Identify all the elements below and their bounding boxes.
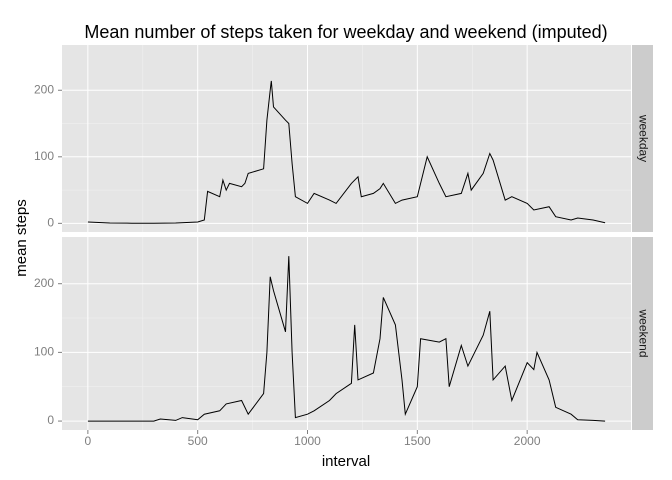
strip bbox=[632, 237, 653, 430]
y-tick-label: 100 bbox=[34, 149, 54, 163]
x-axis-label: interval bbox=[322, 453, 370, 470]
y-axis-label: mean steps bbox=[13, 199, 30, 277]
y-tick-label: 0 bbox=[47, 216, 54, 230]
x-tick-label: 0 bbox=[85, 434, 92, 448]
x-tick-label: 1500 bbox=[404, 434, 431, 448]
x-tick-label: 500 bbox=[188, 434, 208, 448]
y-tick-label: 200 bbox=[34, 82, 54, 96]
y-tick-label: 200 bbox=[34, 276, 54, 290]
panel-background bbox=[62, 45, 631, 232]
y-tick-label: 100 bbox=[34, 345, 54, 359]
data-line bbox=[87, 80, 606, 224]
chart-title: Mean number of steps taken for weekday a… bbox=[84, 22, 607, 42]
panel-background bbox=[62, 237, 631, 430]
strip-label: weekday bbox=[636, 114, 650, 162]
strip-label: weekend bbox=[636, 308, 650, 357]
strip bbox=[632, 45, 653, 232]
x-tick-label: 1000 bbox=[294, 434, 321, 448]
data-line bbox=[87, 256, 606, 422]
y-tick-label: 0 bbox=[47, 413, 54, 427]
x-tick-label: 2000 bbox=[514, 434, 541, 448]
